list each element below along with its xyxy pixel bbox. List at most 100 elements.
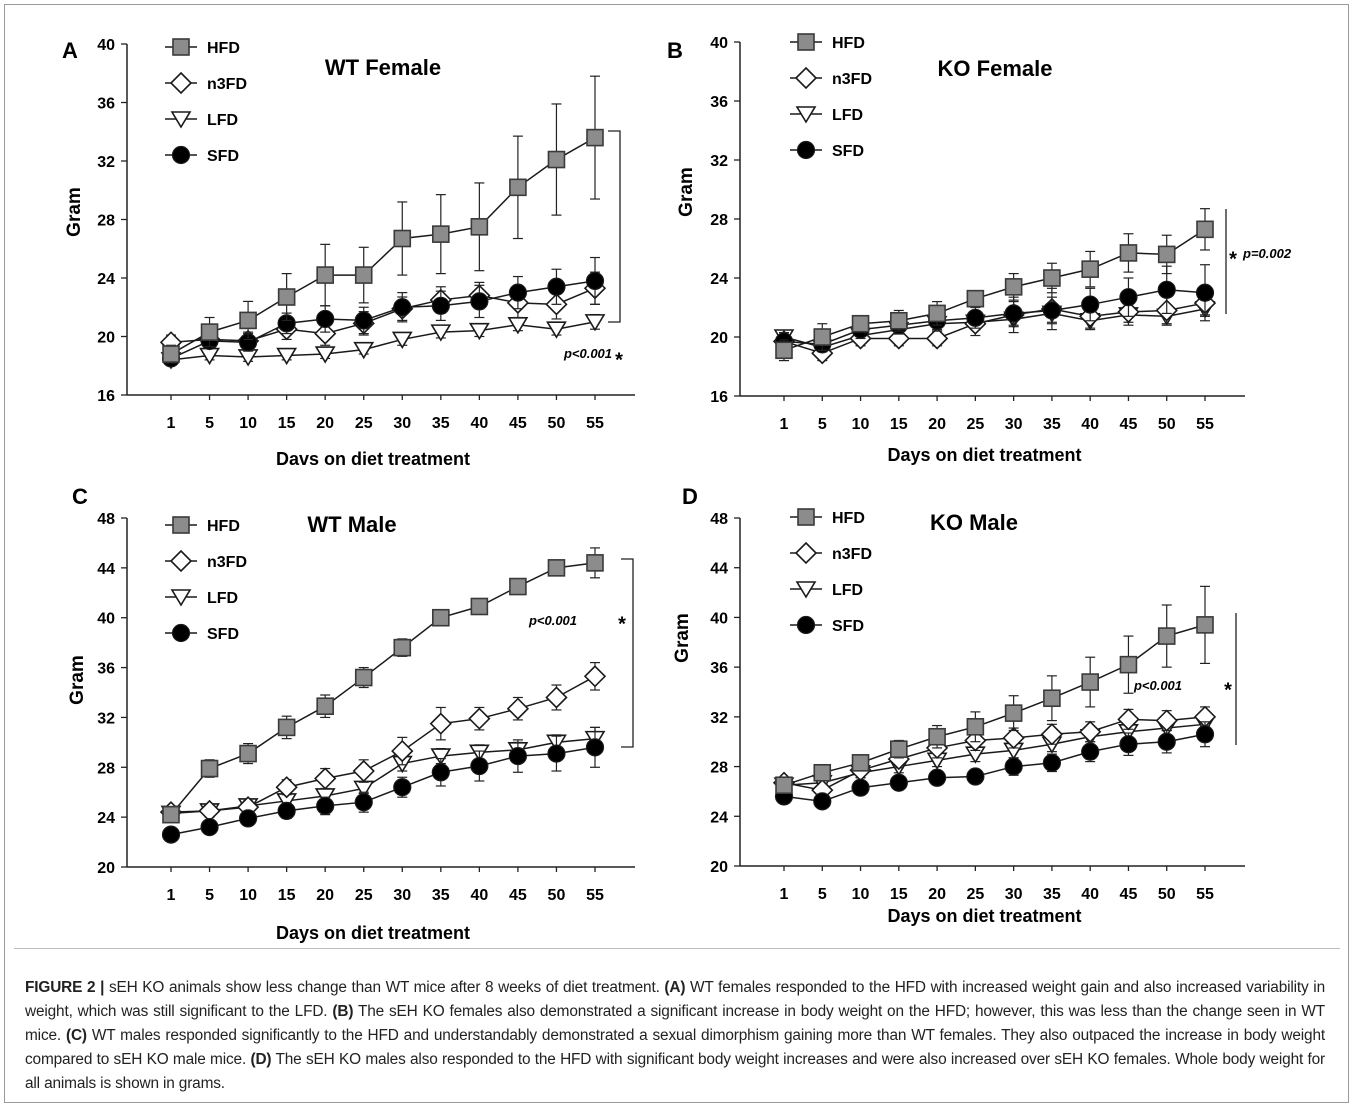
data-point-hfd xyxy=(316,697,334,716)
legend: HFD n3FD LFD SFD xyxy=(165,38,247,165)
y-tick-label: 16 xyxy=(710,389,728,406)
data-point-hfd xyxy=(1004,704,1023,722)
chart-title: WT Female xyxy=(325,55,441,80)
x-axis-label: Davs on diet treatment xyxy=(276,449,470,469)
legend-marker-hfd xyxy=(172,516,190,534)
data-point-hfd xyxy=(239,311,257,330)
y-tick-label: 44 xyxy=(97,561,115,578)
x-tick-label: 30 xyxy=(1005,416,1023,433)
y-tick-label: 44 xyxy=(710,561,728,578)
series-line xyxy=(783,716,1206,791)
legend-label: n3FD xyxy=(832,71,872,88)
data-point-hfd xyxy=(547,150,566,169)
significance-star: * xyxy=(615,350,623,372)
data-point-sfd xyxy=(393,298,412,317)
x-tick-label: 1 xyxy=(167,415,176,432)
series-lfd xyxy=(160,726,606,823)
series-line xyxy=(170,675,596,813)
x-tick-label: 50 xyxy=(548,415,566,432)
y-tick-label: 32 xyxy=(710,710,728,727)
x-tick-label: 40 xyxy=(470,887,488,904)
x-axis-label: Days on diet treatment xyxy=(887,906,1081,926)
x-tick-label: 15 xyxy=(278,415,296,432)
y-tick-label: 24 xyxy=(710,271,728,288)
data-point-hfd xyxy=(277,718,296,737)
x-tick-label: 25 xyxy=(355,887,373,904)
panel-letter: D xyxy=(682,484,698,509)
x-tick-label: 55 xyxy=(586,887,604,904)
x-tick-label: 45 xyxy=(509,415,527,432)
y-tick-label: 24 xyxy=(710,809,728,826)
y-tick-label: 40 xyxy=(97,611,115,628)
series-lfd xyxy=(773,301,1216,357)
caption-b-text: The sEH KO females also demonstrated a s… xyxy=(25,1003,1325,1044)
figure-caption: FIGURE 2 | sEH KO animals show less chan… xyxy=(25,976,1325,1096)
data-point-n3fd xyxy=(583,665,607,688)
data-point-sfd xyxy=(1195,283,1215,302)
legend: HFD n3FD LFD SFD xyxy=(165,516,247,643)
data-point-lfd xyxy=(276,347,298,366)
data-point-hfd xyxy=(1157,627,1176,645)
series-n3fd xyxy=(159,271,607,354)
series-sfd xyxy=(774,721,1215,811)
legend-label: HFD xyxy=(832,35,865,52)
data-point-sfd xyxy=(547,277,566,296)
significance-star: * xyxy=(618,614,626,636)
data-point-hfd xyxy=(928,727,946,746)
series-sfd xyxy=(161,726,605,844)
data-point-n3fd xyxy=(1040,723,1064,746)
data-point-sfd xyxy=(316,309,335,329)
p-value-annotation: p<0.001 xyxy=(528,613,577,628)
y-axis-label: Gram xyxy=(672,613,693,663)
x-tick-label: 40 xyxy=(1081,886,1099,903)
y-tick-label: 28 xyxy=(97,760,115,777)
data-point-sfd xyxy=(585,738,605,757)
data-point-sfd xyxy=(966,767,985,786)
panel-letter: B xyxy=(667,38,683,63)
data-point-sfd xyxy=(431,763,450,782)
series-line xyxy=(170,287,596,344)
data-point-n3fd xyxy=(391,739,414,763)
x-tick-label: 45 xyxy=(509,887,527,904)
legend-label: HFD xyxy=(207,518,240,535)
x-tick-label: 50 xyxy=(1158,416,1176,433)
data-point-lfd xyxy=(546,321,567,339)
p-value-annotation: p<0.001 xyxy=(1133,678,1182,693)
data-point-hfd xyxy=(547,559,566,577)
data-point-hfd xyxy=(966,289,985,308)
data-point-hfd xyxy=(890,311,908,330)
x-tick-label: 40 xyxy=(1081,416,1099,433)
data-point-hfd xyxy=(851,314,870,333)
legend-label: LFD xyxy=(832,107,863,124)
x-tick-label: 10 xyxy=(239,415,257,432)
data-point-sfd xyxy=(547,744,566,763)
y-tick-label: 24 xyxy=(97,810,115,827)
y-tick-label: 36 xyxy=(97,661,115,678)
legend-marker-sfd xyxy=(171,145,191,165)
x-tick-label: 45 xyxy=(1120,886,1138,903)
data-point-hfd xyxy=(393,229,412,248)
caption-label: FIGURE 2 | xyxy=(25,979,105,996)
data-point-hfd xyxy=(775,776,793,795)
y-axis-label: Gram xyxy=(67,655,88,705)
x-tick-label: 20 xyxy=(928,416,946,433)
legend-label: LFD xyxy=(207,590,238,607)
x-tick-label: 35 xyxy=(1043,416,1061,433)
data-point-lfd xyxy=(430,748,452,766)
y-tick-label: 16 xyxy=(97,388,115,405)
y-tick-label: 32 xyxy=(97,710,115,727)
x-tick-label: 10 xyxy=(239,887,257,904)
y-axis-label: Gram xyxy=(676,167,697,217)
data-point-hfd xyxy=(277,288,296,306)
x-tick-label: 25 xyxy=(966,416,984,433)
data-point-lfd xyxy=(353,341,375,360)
x-tick-label: 35 xyxy=(432,415,450,432)
data-point-hfd xyxy=(1157,245,1176,264)
x-tick-label: 15 xyxy=(278,887,296,904)
data-point-sfd xyxy=(431,296,450,315)
series-line xyxy=(170,280,596,360)
data-point-sfd xyxy=(470,292,489,311)
data-point-sfd xyxy=(1042,301,1062,320)
data-point-hfd xyxy=(1043,269,1061,287)
